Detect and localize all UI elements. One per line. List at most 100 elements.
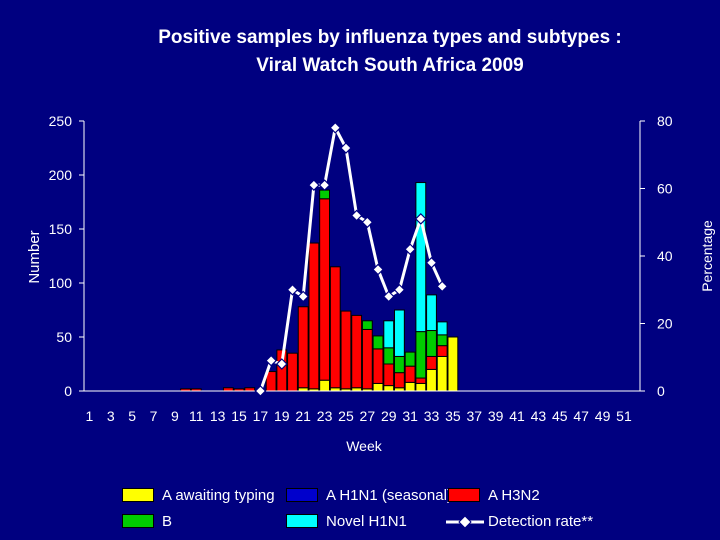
detection-rate-marker [436, 280, 449, 293]
legend: A awaiting typing A H1N1 (seasonal) A H3… [0, 484, 720, 540]
bar-segment [426, 368, 437, 392]
x-tick-label: 33 [424, 408, 440, 424]
y-tick-label: 50 [56, 329, 72, 345]
bar-segment [447, 336, 459, 392]
y2-axis-label: Percentage [699, 220, 715, 292]
detection-rate-marker [340, 142, 352, 154]
bar-segment [415, 382, 427, 392]
bar-segment [361, 320, 373, 330]
x-tick-label: 35 [445, 408, 461, 424]
bar-segment [436, 345, 448, 357]
bar-segment [319, 379, 330, 392]
x-tick-label: 17 [253, 408, 269, 424]
bar-segment [404, 351, 416, 367]
x-tick-label: 3 [107, 408, 115, 424]
detection-rate-marker [286, 283, 299, 296]
chart-title: Positive samples by influenza types and … [158, 27, 622, 76]
legend-item-b: B [122, 510, 172, 532]
x-tick-label: 21 [295, 408, 311, 424]
x-tick-label: 41 [509, 408, 525, 424]
x-tick-label: 19 [274, 408, 290, 424]
legend-swatch [448, 488, 480, 502]
x-tick-label: 1 [85, 408, 93, 424]
detection-rate-marker [414, 213, 427, 225]
detection-rate-marker [318, 179, 331, 191]
bar-segment [372, 348, 384, 384]
y-tick-label: 0 [64, 383, 72, 399]
bar-segment [404, 381, 416, 392]
bar-segment [404, 365, 416, 383]
x-tick-label: 31 [402, 408, 418, 424]
bar-segment [383, 363, 395, 387]
y-tick-label: 150 [49, 221, 73, 237]
x-tick-label: 37 [466, 408, 482, 424]
x-tick-label: 29 [381, 408, 397, 424]
detection-rate-marker [350, 209, 363, 222]
detection-rate-marker [297, 290, 310, 303]
x-tick-label: 11 [189, 408, 204, 424]
legend-swatch [286, 488, 318, 502]
bar-segment [436, 321, 448, 336]
legend-label: Novel H1N1 [326, 512, 407, 530]
x-tick-label: 45 [552, 408, 568, 424]
bar-segment [361, 328, 373, 390]
detection-rate-marker [254, 385, 267, 397]
bar-segment [372, 335, 384, 350]
legend-label: A H3N2 [488, 486, 540, 504]
bar-segment [383, 385, 395, 392]
x-tick-label: 5 [128, 408, 136, 424]
detection-rate-marker [382, 290, 395, 303]
bar-segment [351, 314, 363, 389]
x-tick-label: 49 [595, 408, 611, 424]
x-tick-label: 51 [616, 408, 632, 424]
detection-rate-marker [372, 263, 384, 276]
legend-swatch [122, 514, 154, 528]
y-tick-label: 200 [49, 167, 73, 183]
bar-segment [415, 377, 427, 384]
y2-tick-label: 80 [657, 113, 673, 129]
legend-swatch [286, 514, 318, 528]
y2-tick-label: 0 [657, 383, 665, 399]
bar-segment [426, 294, 437, 332]
x-tick-label: 47 [573, 408, 589, 424]
legend-label: Detection rate** [488, 512, 594, 530]
legend-item-detection-rate: Detection rate** [446, 510, 593, 532]
y2-tick-label: 20 [657, 316, 673, 332]
legend-item-novel-h1n1: Novel H1N1 [286, 510, 407, 532]
legend-label: B [162, 512, 173, 530]
x-tick-label: 7 [150, 408, 158, 424]
detection-rate-marker [265, 354, 277, 367]
legend-line-swatch [446, 515, 484, 529]
x-tick-label: 25 [338, 408, 354, 424]
bar-segment [436, 334, 448, 347]
bar-segment [394, 309, 405, 357]
bar-segment [394, 355, 405, 374]
bar-segment [436, 355, 448, 392]
y2-tick-label: 60 [657, 181, 673, 197]
x-tick-label: 9 [171, 408, 179, 424]
detection-rate-line [259, 123, 444, 392]
bar-segment [308, 242, 320, 390]
bar-segment [372, 382, 384, 392]
bar-segment [319, 189, 330, 200]
bar-segment [383, 347, 395, 365]
bar-segment [394, 372, 405, 389]
detection-rate-marker [329, 121, 342, 134]
detection-rate-marker [404, 243, 416, 256]
x-tick-label: 39 [488, 408, 504, 424]
x-tick-label: 43 [531, 408, 547, 424]
legend-label: A awaiting typing [162, 486, 275, 504]
legend-item-a-h1n1-seasonal: A H1N1 (seasonal) [286, 484, 452, 506]
bar-segment [287, 352, 298, 392]
bar-segment [415, 331, 427, 379]
x-tick-label: 13 [210, 408, 226, 424]
y2-tick-label: 40 [657, 248, 673, 264]
x-axis-label: Week [346, 438, 383, 454]
bar-segment [319, 198, 330, 381]
detection-rate-marker [275, 358, 288, 370]
bar-segment [426, 355, 437, 370]
detection-rate-marker [393, 283, 406, 296]
detection-rate-marker [425, 256, 438, 269]
